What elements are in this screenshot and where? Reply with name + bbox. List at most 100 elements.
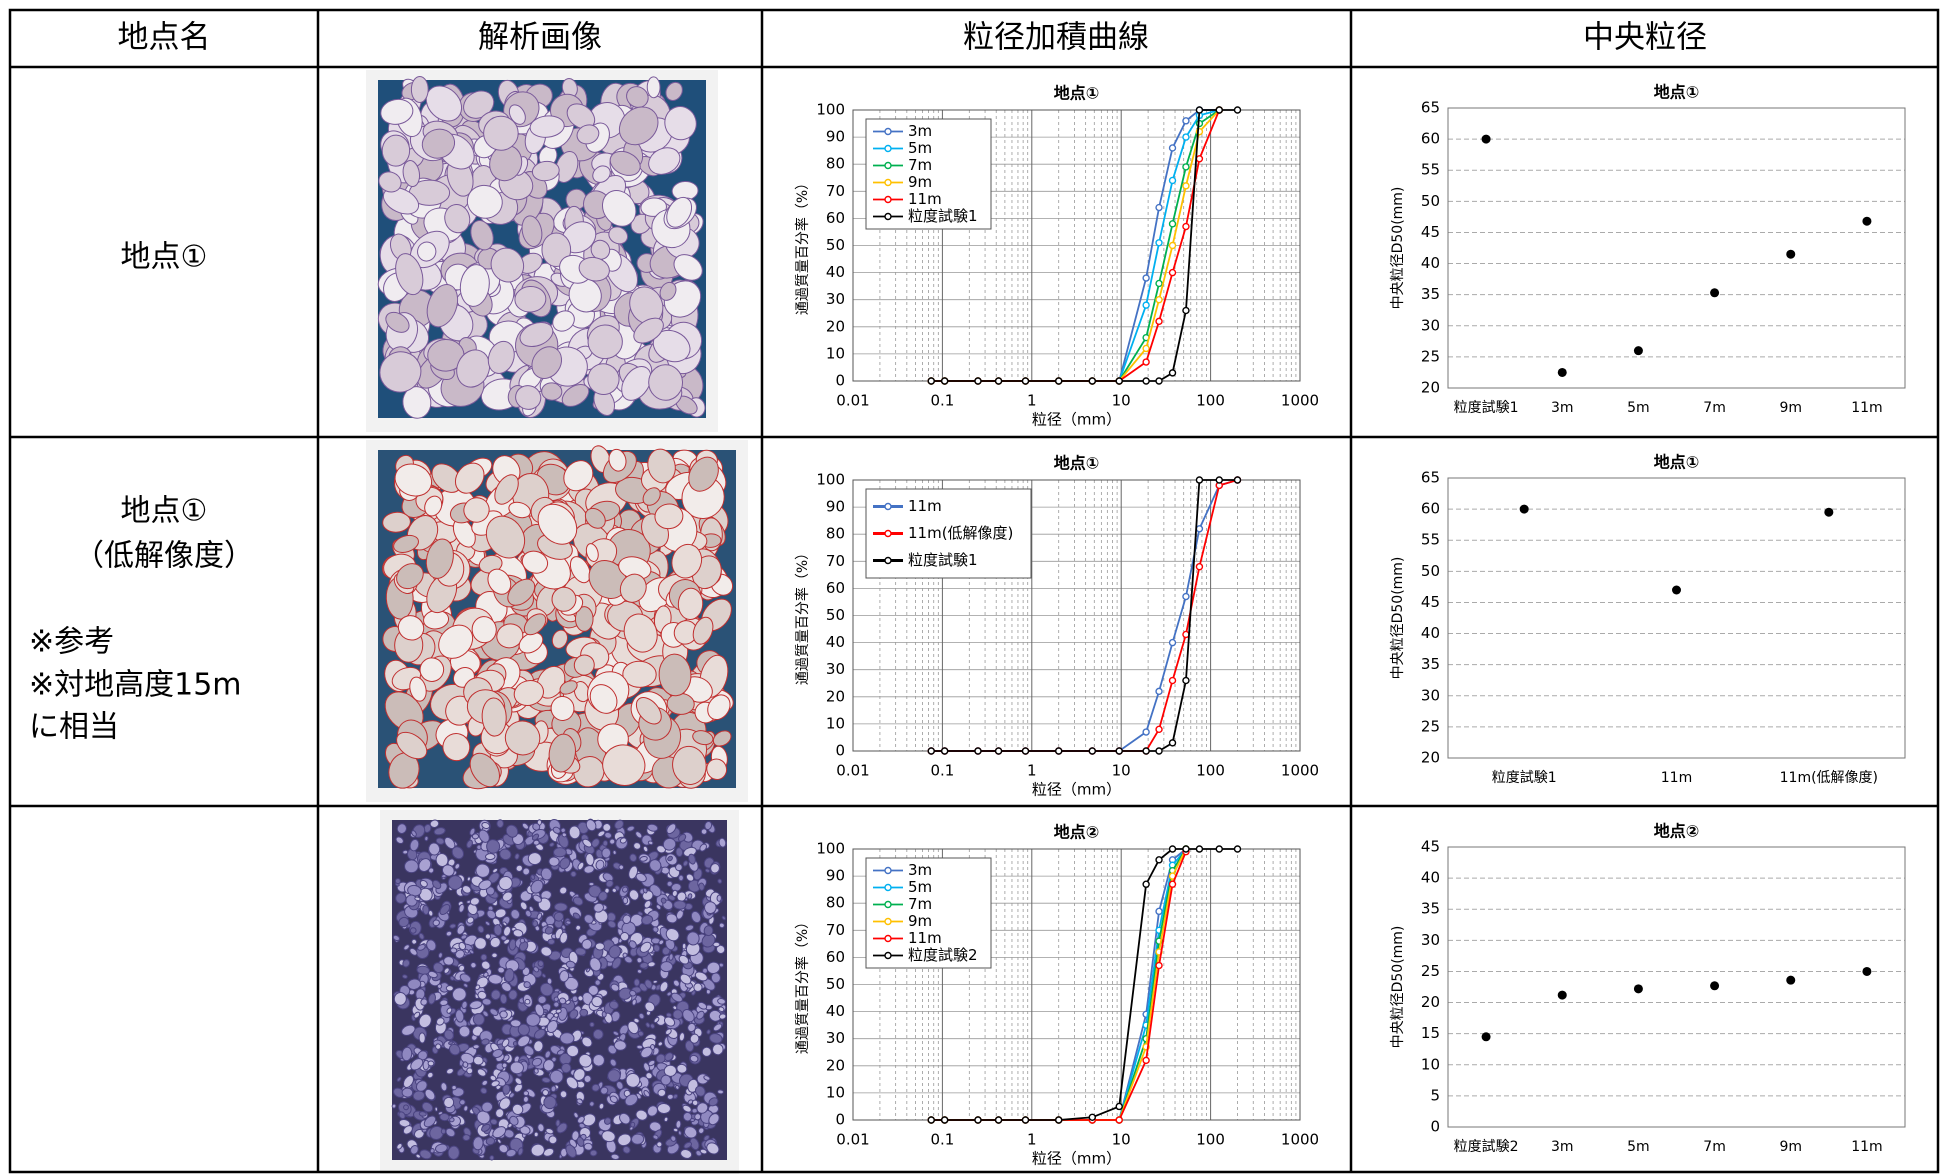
data-point bbox=[1116, 1117, 1122, 1123]
y-tick-label: 45 bbox=[1421, 593, 1440, 611]
x-tick-label: 11m(低解像度) bbox=[1780, 770, 1878, 786]
data-point bbox=[1170, 678, 1176, 684]
data-point bbox=[1022, 378, 1028, 384]
legend-label: 11m bbox=[908, 929, 942, 947]
y-tick-label: 80 bbox=[826, 525, 845, 543]
stone bbox=[634, 979, 639, 986]
data-point bbox=[1143, 1057, 1149, 1063]
stone bbox=[448, 1146, 460, 1160]
y-tick-label: 0 bbox=[835, 1111, 845, 1129]
y-tick-label: 35 bbox=[1421, 285, 1440, 303]
stone bbox=[553, 848, 566, 857]
x-tick-label: 3m bbox=[1551, 1139, 1574, 1155]
data-point bbox=[1170, 846, 1176, 852]
stone bbox=[410, 927, 417, 934]
y-tick-label: 80 bbox=[826, 155, 845, 173]
stone bbox=[686, 931, 699, 945]
legend-marker bbox=[885, 180, 891, 186]
data-point bbox=[928, 1117, 934, 1123]
x-tick-label: 3m bbox=[1551, 400, 1574, 416]
y-tick-label: 30 bbox=[826, 290, 845, 308]
data-point bbox=[1156, 748, 1162, 754]
site-name: 地点① bbox=[121, 494, 208, 529]
header-cell: 解析画像 bbox=[478, 20, 602, 56]
stone bbox=[430, 1148, 435, 1153]
stone bbox=[411, 76, 428, 102]
stone bbox=[463, 1105, 468, 1111]
y-tick-label: 60 bbox=[826, 209, 845, 227]
data-point bbox=[1183, 594, 1189, 600]
stone bbox=[690, 1119, 694, 1122]
stone bbox=[623, 953, 628, 958]
data-point bbox=[1170, 177, 1176, 183]
data-point bbox=[1482, 135, 1491, 144]
stone bbox=[419, 1033, 426, 1043]
y-tick-label: 15 bbox=[1421, 1024, 1440, 1042]
data-point bbox=[996, 1117, 1002, 1123]
y-tick-label: 25 bbox=[1421, 717, 1440, 735]
data-point bbox=[1170, 145, 1176, 151]
data-point bbox=[1116, 1103, 1122, 1109]
y-tick-label: 10 bbox=[826, 344, 845, 362]
chart-title: 地点① bbox=[1054, 454, 1100, 473]
data-point bbox=[1056, 378, 1062, 384]
data-point bbox=[1089, 748, 1095, 754]
stone bbox=[404, 859, 419, 873]
data-point bbox=[975, 748, 981, 754]
y-tick-label: 0 bbox=[1430, 1118, 1440, 1136]
chart-title: 地点② bbox=[1654, 822, 1700, 841]
data-point bbox=[1156, 857, 1162, 863]
y-tick-label: 45 bbox=[1421, 223, 1440, 241]
data-point bbox=[996, 378, 1002, 384]
stone bbox=[673, 900, 686, 909]
stone bbox=[675, 863, 683, 871]
x-tick-label: 11m bbox=[1851, 400, 1882, 416]
data-point bbox=[1156, 205, 1162, 211]
stone bbox=[602, 1012, 607, 1018]
data-point bbox=[1056, 748, 1062, 754]
data-point bbox=[1143, 729, 1149, 735]
y-tick-label: 90 bbox=[826, 128, 845, 146]
data-point bbox=[1156, 240, 1162, 246]
stone bbox=[481, 954, 487, 961]
stone bbox=[631, 1122, 635, 1127]
stone bbox=[439, 1113, 449, 1121]
chart-title: 地点② bbox=[1054, 823, 1100, 842]
data-point bbox=[1156, 908, 1162, 914]
y-tick-label: 5 bbox=[1430, 1086, 1440, 1104]
stone bbox=[542, 1077, 551, 1083]
x-tick-label: 10 bbox=[1112, 1131, 1131, 1149]
stone bbox=[648, 364, 683, 401]
stone bbox=[510, 1019, 521, 1027]
data-point bbox=[1022, 748, 1028, 754]
data-point bbox=[1216, 846, 1222, 852]
stone bbox=[657, 1103, 671, 1114]
data-point bbox=[1786, 976, 1795, 985]
stone bbox=[523, 1091, 529, 1096]
y-tick-label: 60 bbox=[1421, 500, 1440, 518]
y-tick-label: 65 bbox=[1421, 469, 1440, 487]
y-tick-label: 45 bbox=[1421, 838, 1440, 856]
x-tick-label: 1000 bbox=[1281, 1131, 1319, 1149]
x-tick-label: 100 bbox=[1196, 392, 1225, 410]
y-axis-label: 通過質量百分率（%） bbox=[794, 546, 811, 685]
y-tick-label: 70 bbox=[826, 552, 845, 570]
data-point bbox=[1634, 984, 1643, 993]
data-point bbox=[1196, 526, 1202, 532]
data-point bbox=[1235, 477, 1241, 483]
stone bbox=[490, 1156, 494, 1161]
data-point bbox=[1170, 881, 1176, 887]
data-point bbox=[975, 378, 981, 384]
stone bbox=[647, 77, 660, 98]
x-tick-label: 1000 bbox=[1281, 762, 1319, 780]
y-tick-label: 50 bbox=[826, 975, 845, 993]
data-point bbox=[1183, 164, 1189, 170]
legend-marker bbox=[885, 868, 891, 874]
data-point bbox=[1056, 1117, 1062, 1123]
stone bbox=[443, 956, 453, 965]
stone bbox=[533, 921, 538, 927]
data-point bbox=[1170, 270, 1176, 276]
stone bbox=[572, 996, 578, 1002]
data-point bbox=[1710, 981, 1719, 990]
data-point bbox=[1196, 477, 1202, 483]
